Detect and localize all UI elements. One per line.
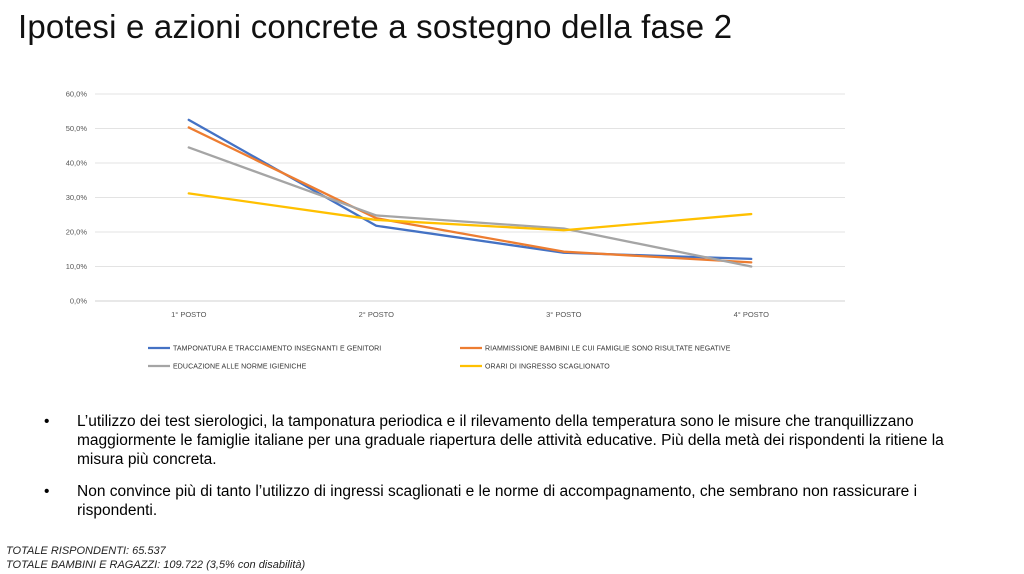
footer-notes: TOTALE RISPONDENTI: 65.537 TOTALE BAMBIN…: [6, 544, 305, 572]
y-tick-label: 60,0%: [66, 90, 88, 99]
y-tick-label: 50,0%: [66, 124, 88, 133]
bullet-marker: •: [44, 413, 50, 430]
x-tick-label: 2° POSTO: [359, 310, 395, 319]
series-line: [187, 126, 753, 264]
bullet-item: • L’utilizzo dei test sierologici, la ta…: [44, 412, 944, 469]
y-tick-label: 0,0%: [70, 297, 87, 306]
x-tick-label: 1° POSTO: [171, 310, 207, 319]
legend-label: ORARI DI INGRESSO SCAGLIONATO: [485, 364, 610, 371]
x-tick-label: 4° POSTO: [734, 310, 770, 319]
bullet-text: L’utilizzo dei test sierologici, la tamp…: [77, 413, 944, 468]
y-tick-label: 30,0%: [66, 193, 88, 202]
legend-label: RIAMMISSIONE BAMBINI LE CUI FAMIGLIE SON…: [485, 346, 731, 353]
y-tick-label: 20,0%: [66, 228, 88, 237]
legend-label: EDUCAZIONE ALLE NORME IGIENICHE: [173, 364, 307, 371]
series-line: [187, 118, 753, 261]
bullet-text: Non convince più di tanto l’utilizzo di …: [77, 483, 918, 519]
legend-label: TAMPONATURA E TRACCIAMENTO INSEGNANTI E …: [173, 346, 381, 353]
slide-title: Ipotesi e azioni concrete a sostegno del…: [18, 8, 733, 45]
bullet-marker: •: [44, 483, 50, 500]
bullet-item: • Non convince più di tanto l’utilizzo d…: [44, 482, 944, 520]
bullet-list: • L’utilizzo dei test sierologici, la ta…: [44, 412, 944, 533]
line-chart: 0,0% 10,0% 20,0% 30,0% 40,0% 50,0% 60,0% 1° POS…: [66, 90, 845, 371]
series-line: [187, 192, 753, 232]
y-tick-label: 40,0%: [66, 159, 88, 168]
series-line: [187, 146, 753, 268]
x-tick-label: 3° POSTO: [546, 310, 582, 319]
footer-total-children: TOTALE BAMBINI E RAGAZZI: 109.722 (3,5% …: [6, 559, 306, 571]
footer-total-respondents: TOTALE RISPONDENTI: 65.537: [6, 545, 166, 557]
y-tick-label: 10,0%: [66, 262, 88, 271]
